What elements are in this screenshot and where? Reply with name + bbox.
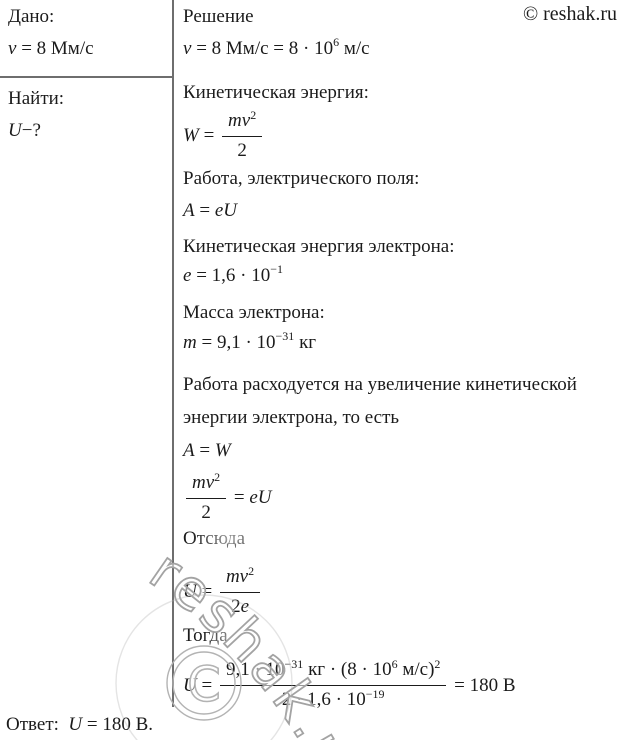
solution-line-mass-label: Масса электрона: [183, 302, 325, 323]
solution-line-then-label: Тогда [183, 625, 228, 646]
solution-line-voltage-formula: U = mv2 2e [183, 564, 263, 620]
solution-line-kinetic-label: Кинетическая энергия: [183, 82, 369, 103]
solution-line-final-calc: U = 9,1 · 10−31 кг · (8 · 106 м/с)2 2 · 1… [183, 657, 516, 710]
solution-title: Решение [183, 6, 254, 27]
find-label: Найти: [8, 88, 65, 109]
find-value: U −? [8, 120, 41, 141]
given-value: v = 8 Мм/с [8, 38, 94, 59]
solution-line-equality: A = W [183, 440, 231, 461]
solution-line-work-formula: A = eU [183, 200, 237, 221]
answer-line: Ответ: U = 180 В. [6, 714, 154, 735]
given-find-divider [0, 76, 174, 78]
solution-line-explanation-1: Работа расходуется на увеличение кинетич… [183, 374, 577, 395]
solution-line-velocity: v = 8 Мм/с = 8 · 10 6 м/с [183, 35, 370, 59]
site-copyright: © reshak.ru [522, 3, 617, 25]
solution-line-kinetic-formula: W = mv2 2 [183, 108, 265, 164]
solution-line-charge-value: e = 1,6 · 10 −1 [183, 262, 284, 286]
solution-line-work-label: Работа, электрического поля: [183, 168, 420, 189]
solution-line-mass-value: m = 9,1 · 10 −31 кг [183, 329, 317, 353]
solution-line-charge-label: Кинетическая энергия электрона: [183, 236, 455, 257]
column-divider [172, 0, 174, 707]
given-label: Дано: [8, 6, 55, 27]
solution-line-hence-label: Отсюда [183, 528, 246, 549]
solution-line-energy-equation: mv2 2 = eU [183, 470, 272, 526]
solution-line-explanation-2: энергии электрона, то есть [183, 407, 400, 428]
